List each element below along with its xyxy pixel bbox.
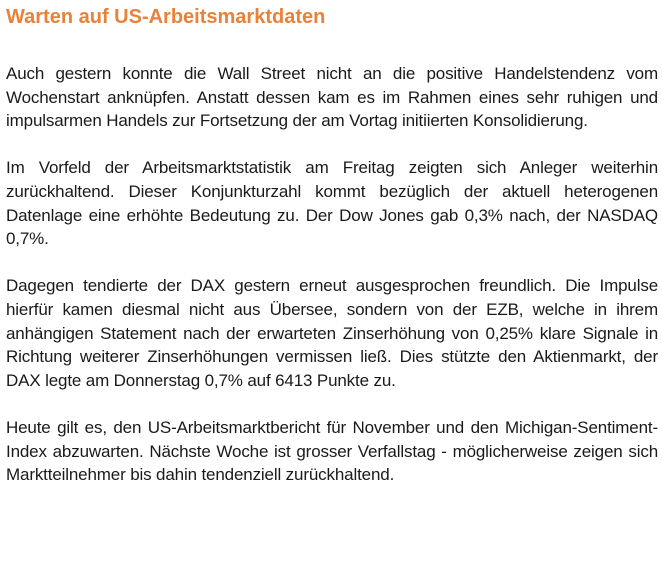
article-paragraph: Auch gestern konnte die Wall Street nich… [6,64,658,131]
article-title: Warten auf US-Arbeitsmarktdaten [6,6,326,28]
article: Warten auf US-Arbeitsmarktdaten Auch ges… [6,4,658,487]
article-paragraph: Im Vorfeld der Arbeitsmarktstatistik am … [6,158,658,249]
article-paragraph: Heute gilt es, den US-Arbeitsmarktberich… [6,417,658,485]
article-paragraph: Dagegen tendierte der DAX gestern erneut… [6,276,658,390]
